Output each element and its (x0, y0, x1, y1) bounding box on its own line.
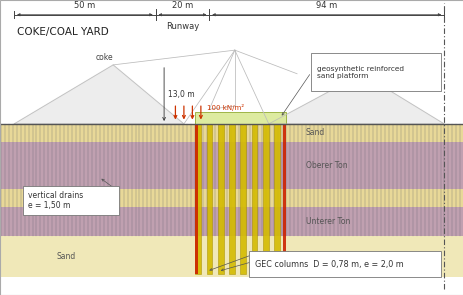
Text: Sand: Sand (305, 128, 324, 137)
Text: 100 kN/m²: 100 kN/m² (206, 104, 243, 111)
Bar (274, 124, 280, 274)
Text: Unterer Ton: Unterer Ton (305, 217, 349, 226)
Bar (195, 112, 285, 124)
Bar (23, 186, 119, 215)
Text: Sand: Sand (56, 252, 75, 261)
Bar (206, 124, 212, 274)
Text: COKE/COAL YARD: COKE/COAL YARD (17, 27, 108, 37)
Bar (251, 124, 257, 274)
Text: vertical drains
e = 1,50 m: vertical drains e = 1,50 m (28, 191, 83, 210)
Text: coal: coal (331, 62, 347, 71)
Bar (240, 124, 245, 274)
Bar (195, 124, 198, 274)
Bar (0, 142, 463, 189)
Bar (195, 124, 200, 274)
Text: coke: coke (96, 53, 113, 62)
Text: geosynthetic reinforced
sand platform: geosynthetic reinforced sand platform (316, 66, 403, 79)
Bar (0, 206, 463, 236)
Text: 13,0 m: 13,0 m (168, 90, 194, 99)
Text: Sand: Sand (56, 193, 75, 202)
Bar (229, 124, 234, 274)
Bar (218, 124, 223, 274)
Polygon shape (268, 74, 443, 124)
Text: 20 m: 20 m (171, 1, 193, 10)
Text: 50 m: 50 m (74, 1, 95, 10)
Bar (263, 124, 268, 274)
Text: 94 m: 94 m (315, 1, 337, 10)
Text: Runway: Runway (165, 22, 199, 31)
Polygon shape (14, 65, 183, 124)
Bar (311, 53, 440, 91)
Text: GEC columns  D = 0,78 m, e = 2,0 m: GEC columns D = 0,78 m, e = 2,0 m (254, 260, 402, 268)
Text: Oberer Ton: Oberer Ton (305, 161, 346, 170)
Bar (249, 251, 440, 277)
Bar (0, 124, 463, 142)
Bar (282, 124, 285, 274)
Bar (0, 189, 463, 206)
Bar (0, 236, 463, 277)
